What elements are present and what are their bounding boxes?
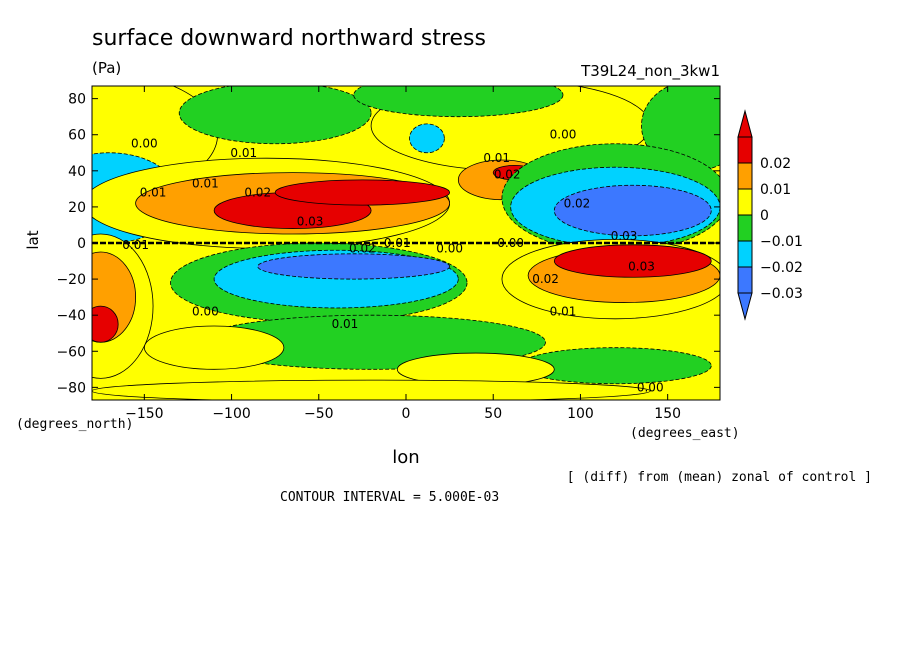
contour-label: 0.01 (550, 305, 577, 319)
contour-label: 0.02 (494, 167, 521, 181)
run-id-label: T39L24_non_3kw1 (580, 62, 720, 81)
contour-region (553, 244, 712, 278)
contour-region (409, 123, 445, 154)
colorbar-over-arrow (737, 109, 753, 138)
contour-region (178, 86, 372, 145)
y-tick-label: −20 (56, 272, 86, 288)
colorbar-label: −0.03 (760, 286, 803, 302)
colorbar-label: 0.01 (760, 182, 791, 198)
units-label: (Pa) (92, 59, 121, 77)
contour-region (553, 184, 712, 237)
colorbar-swatch (737, 214, 753, 242)
colorbar-label: 0.02 (760, 156, 791, 172)
y-tick-label: 20 (68, 200, 86, 216)
y-tick-label: −60 (56, 344, 86, 360)
contour-label: 0.01 (483, 151, 510, 165)
contour-label: 0.03 (628, 259, 655, 273)
contour-label: 0.03 (611, 229, 638, 243)
contour-label: 0.01 (384, 236, 411, 250)
contour-label: 0.00 (436, 241, 463, 255)
colorbar-label: −0.01 (760, 234, 803, 250)
contour-regions (92, 86, 720, 400)
contour-label: 0.00 (637, 380, 664, 394)
contour-label: 0.01 (140, 185, 167, 199)
colorbar-swatch (737, 188, 753, 216)
colorbar-swatch (737, 240, 753, 268)
x-tick-label: −150 (125, 406, 163, 422)
contour-label: 0.01 (122, 238, 149, 252)
contour-label: 0.03 (297, 214, 324, 228)
colorbar-under-arrow (737, 292, 753, 321)
y-units-label: (degrees_north) (16, 417, 133, 432)
x-tick-label: 100 (567, 406, 594, 422)
y-axis-label: lat (24, 230, 42, 249)
contour-region (143, 325, 285, 370)
colorbar-swatch (737, 136, 753, 164)
colorbar-label: −0.02 (760, 260, 803, 276)
contour-label: 0.02 (532, 272, 559, 286)
contour-label: 0.01 (230, 146, 257, 160)
difference-note: [ (diff) from (mean) zonal of control ] (567, 470, 872, 485)
y-tick-label: 0 (77, 236, 86, 252)
x-tick-label: 50 (484, 406, 502, 422)
contour-label: 0.00 (192, 305, 219, 319)
contour-region (353, 86, 564, 118)
contour-label: 0.00 (550, 128, 577, 142)
contour-label: 0.00 (497, 236, 524, 250)
contour-label: 0.01 (332, 317, 359, 331)
x-units-label: (degrees_east) (630, 426, 740, 441)
x-tick-label: −100 (212, 406, 250, 422)
y-axis-ticks: −80 −60 −40 −20 0 20 40 60 80 (56, 92, 720, 396)
x-axis-ticks: −150 −100 −50 0 50 100 150 (125, 86, 681, 422)
contour-label: 0.00 (131, 137, 158, 151)
y-tick-label: −40 (56, 308, 86, 324)
y-tick-label: 60 (68, 128, 86, 144)
contour-labels: 0.00 0.01 0.01 0.01 0.02 0.03 0.01 0.02 0.01 0.00… (122, 128, 663, 395)
contour-label: 0.02 (244, 185, 271, 199)
x-tick-label: −50 (304, 406, 334, 422)
x-tick-label: 0 (402, 406, 411, 422)
contour-label: 0.01 (192, 176, 219, 190)
contour-region (92, 305, 119, 343)
contour-region (92, 379, 651, 400)
y-tick-label: 80 (68, 92, 86, 108)
chart-title: surface downward northward stress (92, 26, 486, 51)
y-tick-label: 40 (68, 164, 86, 180)
colorbar-label: 0 (760, 208, 769, 224)
contour-interval-label: CONTOUR INTERVAL = 5.000E-03 (280, 490, 499, 505)
x-axis-label: lon (392, 447, 419, 468)
contour-region (257, 253, 451, 280)
y-tick-label: −80 (56, 380, 86, 396)
contour-label: 0.02 (564, 196, 591, 210)
colorbar-swatch (737, 162, 753, 190)
contour-label: 0.02 (349, 241, 376, 255)
contour-plot-area: 0.00 0.01 0.01 0.01 0.02 0.03 0.01 0.02 0.01 0.00… (56, 85, 721, 422)
x-tick-label: 150 (654, 406, 681, 422)
colorbar-swatch (737, 266, 753, 294)
contour-region (274, 179, 451, 206)
colorbar: −0.03 −0.02 −0.01 0 0.01 0.02 (737, 109, 803, 321)
